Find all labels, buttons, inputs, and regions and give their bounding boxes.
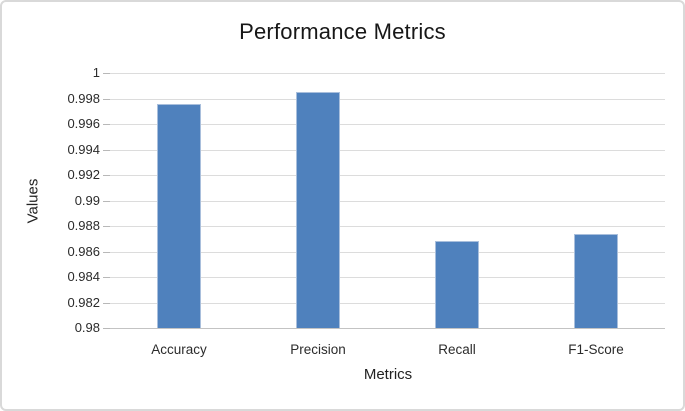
y-axis-tick-mark [103,303,110,304]
gridline [110,252,665,253]
gridline [110,73,665,74]
y-tick-label: 0.982 [67,295,100,310]
y-axis-tick-mark [103,226,110,227]
x-category-label: Accuracy [151,342,207,357]
bar-accuracy [157,104,201,328]
y-axis-tick-mark [103,150,110,151]
x-axis-title: Metrics [363,366,413,383]
y-axis-tick-mark [103,252,110,253]
y-axis-tick-mark [103,124,110,125]
y-tick-label: 0.998 [67,91,100,106]
gridline [110,175,665,176]
y-tick-label: 0.988 [67,218,100,233]
y-tick-label: 0.992 [67,167,100,182]
gridline [110,99,665,100]
y-tick-label: 0.99 [74,193,100,208]
x-category-label: F1-Score [568,342,624,357]
x-axis-line [110,328,665,329]
y-tick-label: 0.984 [67,269,100,284]
x-category-label: Recall [438,342,476,357]
y-axis-tick-mark [103,201,110,202]
gridline [110,226,665,227]
y-tick-label: 0.986 [67,244,100,259]
y-tick-label: 0.98 [74,320,100,335]
y-axis-tick-mark [103,99,110,100]
chart-title: Performance Metrics [239,19,446,44]
y-tick-label: 0.994 [67,142,100,157]
y-axis-tick-mark [103,73,110,74]
y-axis-tick-mark [103,175,110,176]
gridline [110,124,665,125]
bar-f1-score [574,234,618,328]
y-tick-label: 0.996 [67,116,100,131]
gridline [110,201,665,202]
bar-recall [435,241,479,328]
plot-area [103,73,665,329]
x-category-label: Precision [290,342,346,357]
y-axis-tick-mark [103,328,110,329]
gridline [110,303,665,304]
gridline [110,277,665,278]
bar-precision [296,92,340,328]
gridline [110,150,665,151]
y-tick-label: 1 [92,65,100,80]
y-axis-tick-mark [103,277,110,278]
